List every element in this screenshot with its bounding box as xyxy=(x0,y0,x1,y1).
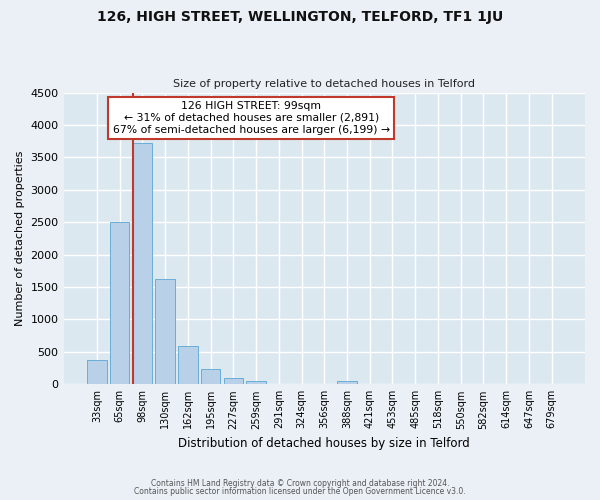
Bar xyxy=(178,346,197,385)
Bar xyxy=(87,360,107,384)
X-axis label: Distribution of detached houses by size in Telford: Distribution of detached houses by size … xyxy=(178,437,470,450)
Y-axis label: Number of detached properties: Number of detached properties xyxy=(15,150,25,326)
Text: 126 HIGH STREET: 99sqm
← 31% of detached houses are smaller (2,891)
67% of semi-: 126 HIGH STREET: 99sqm ← 31% of detached… xyxy=(113,102,390,134)
Bar xyxy=(224,378,243,384)
Bar xyxy=(247,380,266,384)
Bar xyxy=(110,222,130,384)
Bar xyxy=(201,369,220,384)
Bar xyxy=(133,143,152,384)
Text: 126, HIGH STREET, WELLINGTON, TELFORD, TF1 1JU: 126, HIGH STREET, WELLINGTON, TELFORD, T… xyxy=(97,10,503,24)
Bar xyxy=(337,381,356,384)
Text: Contains public sector information licensed under the Open Government Licence v3: Contains public sector information licen… xyxy=(134,487,466,496)
Text: Contains HM Land Registry data © Crown copyright and database right 2024.: Contains HM Land Registry data © Crown c… xyxy=(151,478,449,488)
Title: Size of property relative to detached houses in Telford: Size of property relative to detached ho… xyxy=(173,79,475,89)
Bar xyxy=(155,280,175,384)
